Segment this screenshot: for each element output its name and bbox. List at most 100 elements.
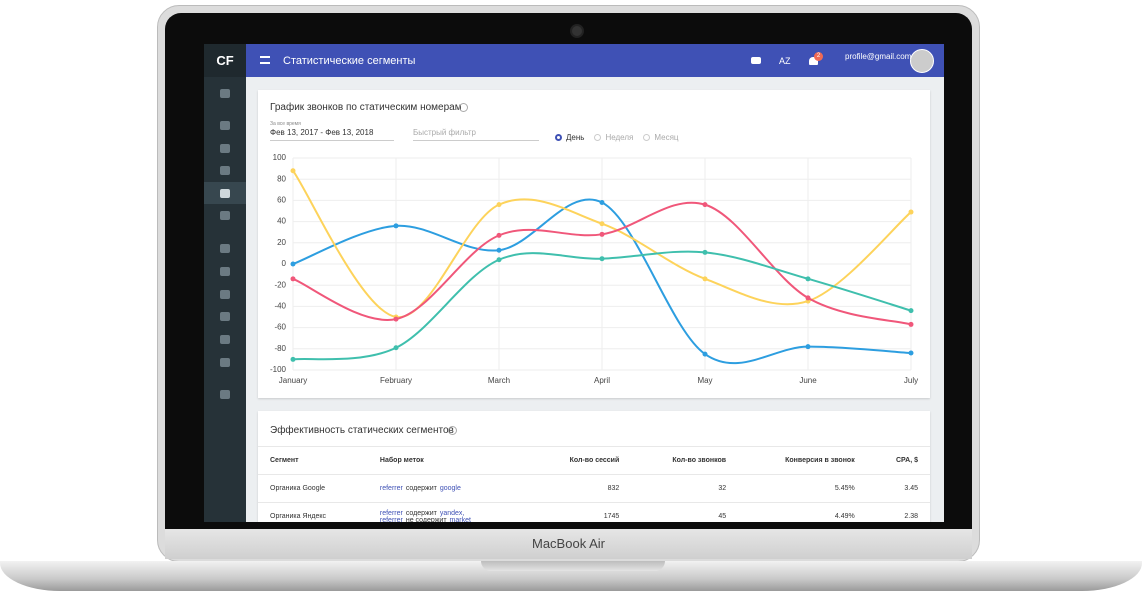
date-picker[interactable]: Фев 13, 2017 - Фев 13, 2018 xyxy=(270,128,394,141)
nav-icon[interactable] xyxy=(220,267,230,276)
nav-icon[interactable] xyxy=(220,290,230,299)
y-tick-label: 80 xyxy=(277,174,286,183)
table-row: Органика Яндекс referrer содержит yandex, re… xyxy=(258,502,930,523)
table-title: Эффективность статических сегментов xyxy=(270,425,454,436)
info-icon[interactable] xyxy=(459,103,468,112)
help-icon[interactable] xyxy=(751,57,761,64)
rule-part: yandex, xyxy=(439,509,465,517)
period-option[interactable]: Неделя xyxy=(594,133,633,142)
notch xyxy=(481,561,665,571)
data-point xyxy=(702,202,708,208)
data-point xyxy=(599,256,605,262)
y-tick-label: 0 xyxy=(282,259,287,268)
data-point xyxy=(908,308,914,314)
period-option[interactable]: Месяц xyxy=(643,133,678,142)
y-tick-label: -60 xyxy=(274,323,286,332)
nav-icon[interactable] xyxy=(220,390,230,399)
y-tick-label: 100 xyxy=(273,153,287,162)
x-tick-label: March xyxy=(488,376,510,385)
radio[interactable] xyxy=(555,134,562,141)
rule-part: market xyxy=(449,516,471,523)
avatar[interactable] xyxy=(910,49,934,73)
column-header: Кол-во звонков xyxy=(631,446,739,475)
bell-icon[interactable] xyxy=(809,57,818,65)
value-cell: 32 xyxy=(631,474,739,503)
data-point xyxy=(290,261,296,267)
nav-icon[interactable] xyxy=(220,358,230,367)
rule-part: referrer xyxy=(379,509,403,517)
rule-part: google xyxy=(439,485,461,492)
camera xyxy=(570,24,584,38)
y-tick-label: 40 xyxy=(277,217,286,226)
sort-button[interactable]: AZ xyxy=(779,56,791,66)
info-icon[interactable] xyxy=(448,426,457,435)
data-point xyxy=(599,200,605,206)
x-tick-label: May xyxy=(697,376,712,385)
nav-icon[interactable] xyxy=(220,189,230,198)
data-point xyxy=(908,350,914,356)
rule-part: содержит xyxy=(405,485,437,492)
data-point xyxy=(702,276,708,282)
data-point xyxy=(496,202,502,208)
logo[interactable]: CF xyxy=(204,44,246,77)
data-point xyxy=(393,316,399,322)
data-point xyxy=(393,223,399,229)
nav-icon[interactable] xyxy=(220,89,230,98)
x-tick-label: July xyxy=(904,376,918,385)
segment-cell: Органика Яндекс xyxy=(258,502,368,522)
nav-icon[interactable] xyxy=(220,312,230,321)
rule-part: не содержит xyxy=(405,516,447,523)
data-point xyxy=(908,209,914,215)
value-cell: 2.38 xyxy=(866,502,930,522)
column-header: Набор меток xyxy=(367,446,531,475)
x-tick-label: February xyxy=(380,376,412,385)
menu-button[interactable] xyxy=(260,56,270,64)
x-tick-label: January xyxy=(279,376,307,385)
notification-badge: 2 xyxy=(814,52,823,61)
data-point xyxy=(702,249,708,255)
data-point xyxy=(599,231,605,237)
rule-part: содержит xyxy=(405,509,437,517)
data-point xyxy=(496,257,502,263)
value-cell: 1745 xyxy=(530,502,632,522)
data-point xyxy=(290,168,296,174)
period-option[interactable]: День xyxy=(555,133,584,142)
y-tick-label: -20 xyxy=(274,280,286,289)
nav-icon[interactable] xyxy=(220,144,230,153)
period-label: Месяц xyxy=(654,133,679,142)
rule: referrer содержит yandex, xyxy=(380,510,518,517)
data-point xyxy=(599,221,605,227)
chart: -100 -80 -60 -40 -20 0 20 40 60 80 100 January Febru… xyxy=(270,153,918,385)
rules-cell: referrer содержит google xyxy=(367,474,531,503)
nav-icon[interactable] xyxy=(220,335,230,344)
period-label: Неделя xyxy=(605,133,634,142)
column-header: Конверсия в звонок xyxy=(738,446,867,475)
date-caption: За все время xyxy=(270,121,301,127)
value-cell: 832 xyxy=(530,474,632,503)
period-selector: День Неделя Месяц xyxy=(555,128,688,146)
table-card: Эффективность статических сегментов Сегм… xyxy=(258,411,930,522)
rule: referrer не содержит market xyxy=(380,517,518,523)
nav-icon[interactable] xyxy=(220,166,230,175)
period-label: День xyxy=(566,133,585,142)
table: Сегмент Набор меток Кол-во сессий Кол-во зв… xyxy=(258,446,930,522)
rule-part: referrer xyxy=(379,485,403,492)
data-point xyxy=(496,247,502,253)
data-point xyxy=(805,276,811,282)
y-tick-label: -100 xyxy=(270,365,287,374)
value-cell: 45 xyxy=(631,502,739,522)
rules-cell: referrer содержит yandex, referrer не содерж… xyxy=(367,502,531,523)
data-point xyxy=(393,345,399,351)
chart-card: График звонков по статическим номерам За… xyxy=(258,90,930,398)
device-label: MacBook Air xyxy=(165,529,972,559)
radio[interactable] xyxy=(594,134,602,141)
quick-filter[interactable]: Быстрый фильтр xyxy=(413,128,539,141)
nav-icon[interactable] xyxy=(220,121,230,130)
data-point xyxy=(496,232,502,238)
data-point xyxy=(805,344,811,350)
radio[interactable] xyxy=(643,134,651,141)
nav-icon[interactable] xyxy=(220,211,230,220)
data-point xyxy=(805,295,811,301)
user-email[interactable]: profile@gmail.com xyxy=(845,52,912,61)
nav-icon[interactable] xyxy=(220,244,230,253)
